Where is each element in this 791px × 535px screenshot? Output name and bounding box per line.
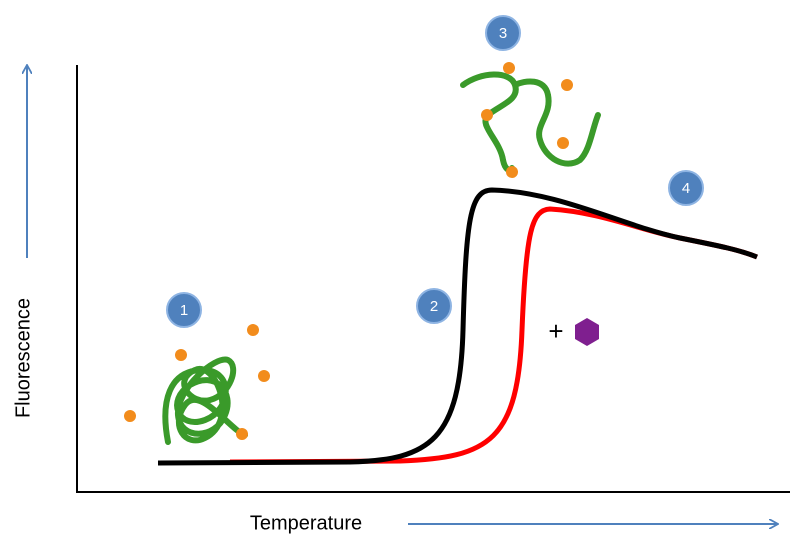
step-label: 2 bbox=[430, 298, 438, 315]
folded-protein bbox=[124, 324, 270, 442]
plus-sign: + bbox=[548, 316, 563, 346]
step-marker: 3 bbox=[486, 16, 520, 50]
step-label: 3 bbox=[499, 25, 507, 42]
protein-curve bbox=[158, 190, 757, 463]
unfolded-protein bbox=[463, 62, 598, 178]
ligand bbox=[575, 318, 599, 346]
y-label: Fluorescence bbox=[12, 298, 34, 418]
step-label: 1 bbox=[180, 302, 188, 319]
x-label: Temperature bbox=[250, 512, 362, 534]
step-marker: 4 bbox=[669, 171, 703, 205]
diagram: Fluorescence Temperature + 1 2 3 4 bbox=[0, 0, 791, 535]
step-marker: 1 bbox=[167, 293, 201, 327]
ligand-curve bbox=[230, 209, 757, 462]
step-label: 4 bbox=[682, 180, 690, 197]
step-marker: 2 bbox=[417, 289, 451, 323]
